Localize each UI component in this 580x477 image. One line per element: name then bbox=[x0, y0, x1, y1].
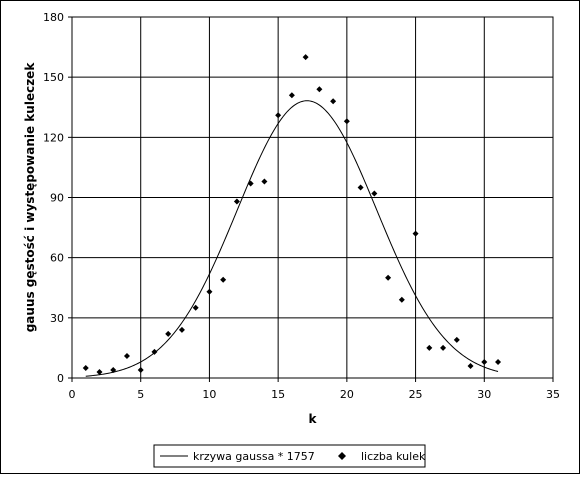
data-point-diamond bbox=[316, 86, 323, 93]
x-tick-label: 5 bbox=[137, 388, 144, 401]
x-tick-label: 30 bbox=[477, 388, 491, 401]
data-point-diamond bbox=[398, 296, 405, 303]
x-tick-label: 20 bbox=[340, 388, 354, 401]
data-point-diamond bbox=[330, 98, 337, 105]
y-tick-label: 30 bbox=[50, 312, 64, 325]
x-axis: 0 5 10 15 20 25 30 35 bbox=[69, 378, 560, 401]
data-point-diamond bbox=[220, 276, 227, 283]
gauss-curve-line bbox=[85, 100, 499, 377]
data-point-diamond bbox=[192, 304, 199, 311]
x-tick-label: 15 bbox=[271, 388, 285, 401]
data-point-diamond bbox=[288, 92, 295, 99]
y-tick-label: 120 bbox=[43, 131, 64, 144]
x-tick-label: 0 bbox=[69, 388, 76, 401]
data-point-diamond bbox=[371, 190, 378, 197]
data-point-diamond bbox=[110, 366, 117, 373]
data-point-diamond bbox=[233, 198, 240, 205]
x-tick-label: 10 bbox=[202, 388, 216, 401]
data-point-diamond bbox=[467, 362, 474, 369]
y-tick-label: 90 bbox=[50, 192, 64, 205]
data-point-diamond bbox=[426, 344, 433, 351]
legend-box bbox=[153, 444, 426, 468]
x-tick-label: 35 bbox=[546, 388, 560, 401]
grid-lines bbox=[71, 16, 554, 379]
data-point-diamond bbox=[261, 178, 268, 185]
data-point-diamond bbox=[82, 364, 89, 371]
x-tick-label: 25 bbox=[409, 388, 423, 401]
y-tick-label: 60 bbox=[50, 252, 64, 265]
data-point-diamond bbox=[357, 184, 364, 191]
data-point-diamond bbox=[275, 112, 282, 119]
y-tick-label: 150 bbox=[43, 71, 64, 84]
data-point-diamond bbox=[343, 118, 350, 125]
legend-diamond-swatch bbox=[338, 452, 346, 460]
data-point-diamond bbox=[151, 348, 158, 355]
data-point-diamond bbox=[453, 336, 460, 343]
data-point-diamond bbox=[385, 274, 392, 281]
data-point-diamond bbox=[165, 330, 172, 337]
data-points bbox=[82, 54, 502, 375]
data-point-diamond bbox=[495, 358, 502, 365]
data-point-diamond bbox=[123, 352, 130, 359]
data-point-diamond bbox=[412, 230, 419, 237]
legend-label-curve: krzywa gaussa * 1757 bbox=[193, 450, 315, 463]
data-point-diamond bbox=[96, 368, 103, 375]
data-point-diamond bbox=[440, 344, 447, 351]
legend: krzywa gaussa * 1757 liczba kulek bbox=[153, 444, 426, 468]
y-axis: 0 30 60 90 120 150 180 bbox=[43, 11, 72, 385]
data-point-diamond bbox=[302, 54, 309, 61]
data-point-diamond bbox=[247, 180, 254, 187]
data-point-diamond bbox=[178, 326, 185, 333]
data-point-diamond bbox=[481, 358, 488, 365]
y-tick-label: 180 bbox=[43, 11, 64, 24]
y-tick-label: 0 bbox=[57, 372, 64, 385]
x-axis-title: k bbox=[309, 412, 318, 426]
y-axis-title: gauus gęstość i występowanie kuleczek bbox=[23, 62, 37, 333]
data-point-diamond bbox=[206, 288, 213, 295]
legend-label-points: liczba kulek bbox=[361, 450, 426, 463]
data-point-diamond bbox=[137, 366, 144, 373]
